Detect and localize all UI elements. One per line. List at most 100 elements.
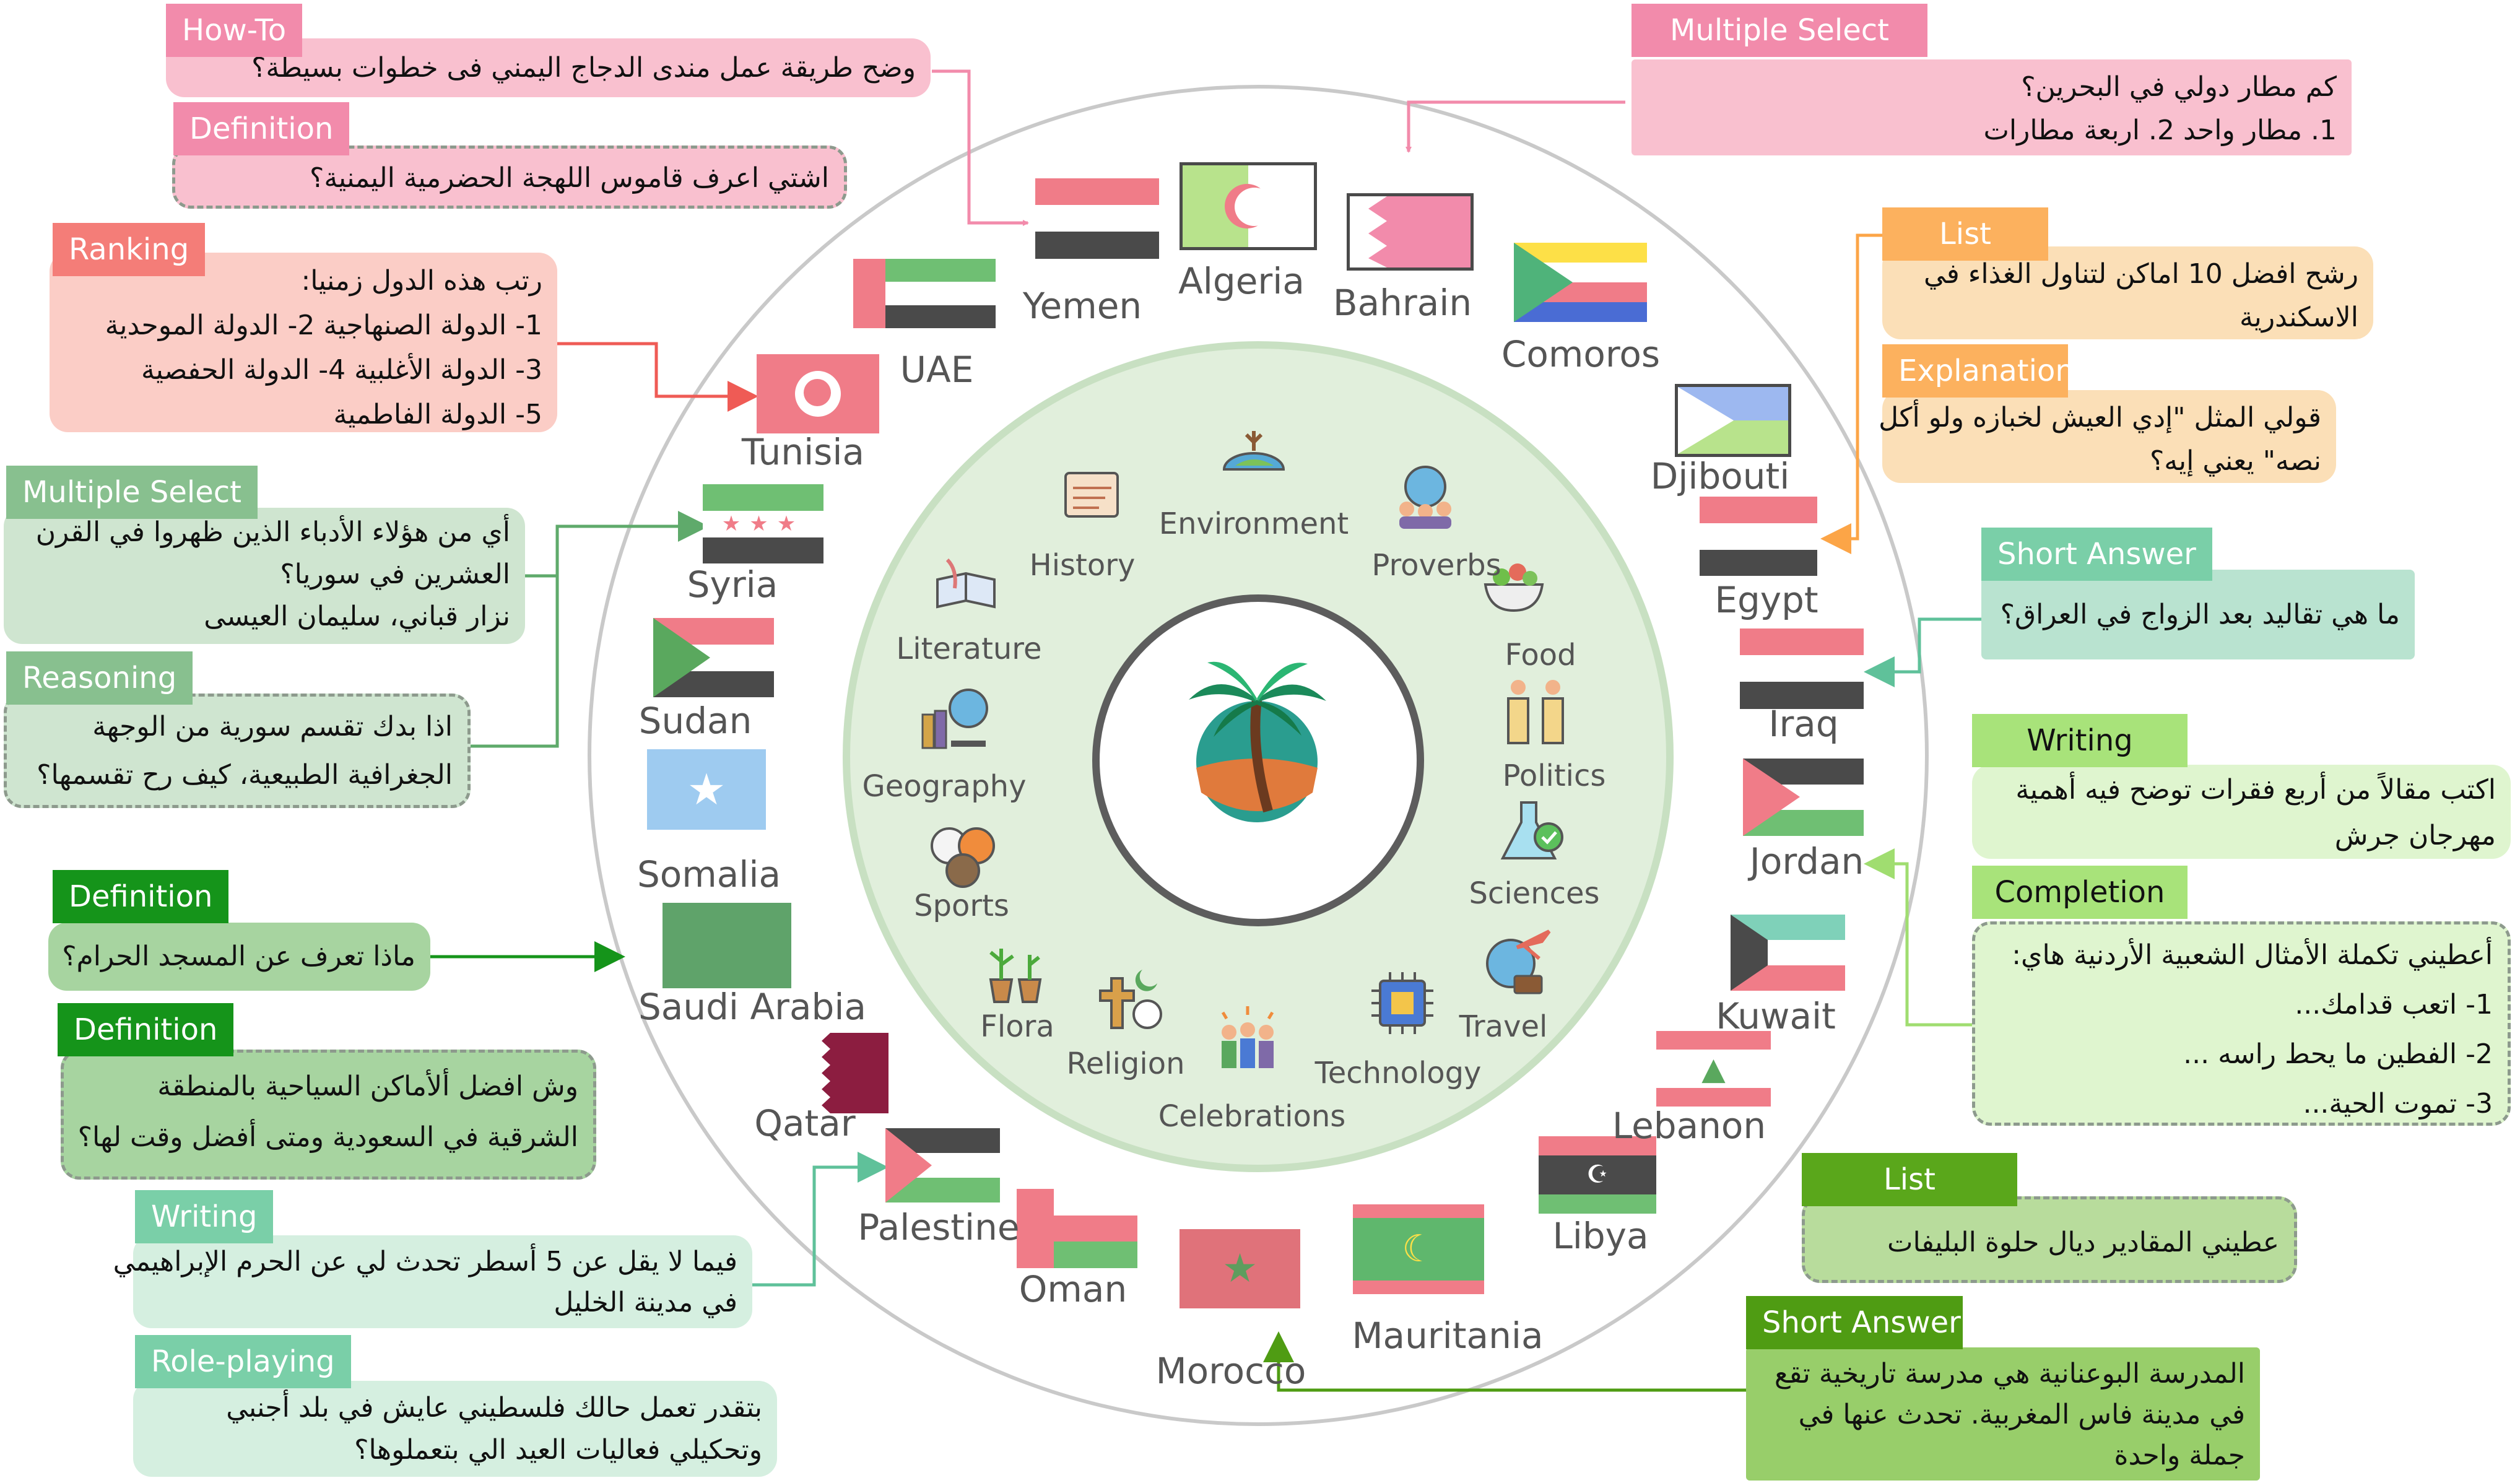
card-text: 3- الدولة الأغلبية 4- الدولة الحفصية [141,354,542,386]
country-morocco: Morocco [1155,1350,1306,1392]
country-algeria: Algeria [1178,260,1305,302]
oman-flag [1017,1189,1137,1268]
country-mauritania: Mauritania [1352,1315,1544,1357]
card-multiselect-bahrain: كم مطار دولي في البحرين؟ 1. مطار واحد 2.… [1631,59,2352,155]
tag-reasoning: Reasoning [6,651,193,705]
topic-environment: Environment [1158,507,1349,541]
country-kuwait: Kuwait [1716,995,1836,1037]
tag-completion: Completion [1972,866,2188,919]
card-text: 3- تموت الحية... [2303,1088,2493,1120]
card-definition-yemen: اشتي اعرف قاموس اللهجة الحضرمية اليمنية؟ [172,146,847,209]
tag-shortanswer-iraq: Short Answer [1981,528,2212,581]
country-bahrain: Bahrain [1332,282,1472,324]
tag-list-alex: List [1882,207,2048,261]
card-text: 1- الدولة الصنهاجية 2- الدولة الموحدية [105,310,542,341]
country-uae: UAE [900,349,974,391]
card-text: وتحكيلي فعاليات العيد الي بتعملوها؟ [354,1434,762,1466]
globe-books-icon [921,689,988,749]
country-iraq: Iraq [1768,703,1839,745]
connector-jordan [1864,848,1978,1027]
connector-fes [1263,1331,1746,1392]
topic-geography: Geography [862,769,1027,804]
egypt-flag [1700,497,1817,576]
card-text: العشرين في سوريا؟ [280,559,510,590]
lebanon-flag: ▲ [1656,1031,1771,1107]
connector-reasoning [471,526,559,748]
topic-food: Food [1505,638,1576,672]
people-globe-icon [1399,466,1451,529]
sudan-flag [653,618,774,697]
connector-ranking [557,342,758,412]
card-text: ماذا تعرف عن المسجد الحرام؟ [62,941,415,972]
topic-flora: Flora [980,1009,1054,1044]
country-yemen: Yemen [1022,285,1142,327]
country-tunisia: Tunisia [741,431,865,473]
connector-howto [932,69,1029,226]
palestine-flag [885,1128,1000,1202]
card-text: الشرقية في السعودية ومتى أفضل وقت لها؟ [77,1121,578,1153]
plant-pots-icon [989,949,1042,1003]
card-list-morocco: عطيني المقادير ديال حلوة البليفات [1802,1196,2297,1283]
topic-sports: Sports [914,889,1009,923]
scroll-icon [1064,472,1119,518]
podium-icon [1507,680,1564,744]
card-text: مهرجان جرش [2334,820,2496,851]
card-definition-saudi: وش افضل ألأماكن السياحية بالمنطقة الشرقي… [61,1050,596,1180]
tag-definition-saudi: Definition [58,1003,234,1056]
tag-list-morocco: List [1802,1153,2017,1206]
tag-ranking: Ranking [53,223,206,276]
card-text: في مدينة فاس المغربية. تحدث عنها في [1798,1399,2245,1430]
tag-howto: How-To [166,4,303,57]
topic-literature: Literature [896,632,1042,666]
country-syria: Syria [687,563,778,606]
card-text: جملة واحدة [2114,1440,2245,1471]
tag-definition-mecca: Definition [53,870,229,923]
chip-icon [1371,972,1433,1034]
palm-tree-logo-icon [1189,661,1326,822]
card-text: أي من هؤلاء الأدباء الذين ظهروا في القرن [35,516,510,548]
country-qatar: Qatar [754,1102,856,1144]
card-text: 2- الفطين ما يحط راسه ... [2183,1038,2493,1070]
card-text: أعطيني تكملة الأمثال الشعبية الأردنية ها… [2012,939,2493,971]
book-quill-icon [936,558,996,609]
card-definition-mecca: ماذا تعرف عن المسجد الحرام؟ [48,923,430,991]
card-writing-hebron: فيما لا يقل عن 5 أسطر تحدث لي عن الحرم ا… [113,1235,752,1328]
card-text: اذا بدك تقسم سورية من الوجهة [92,711,453,742]
mauritania-flag: ☾ [1353,1204,1484,1294]
card-explanation: قولي المثل "إدي العيش لخبازه ولو أكل نصه… [1879,390,2336,483]
tag-roleplay: Role-playing [135,1335,351,1388]
card-text: فيما لا يقل عن 5 أسطر تحدث لي عن الحرم ا… [113,1246,737,1277]
topic-politics: Politics [1502,759,1606,793]
card-writing-jerash: اكتب مقالاً من أربع فقرات توضح فيه أهمية… [1972,765,2511,859]
tag-multiselect-bahrain: Multiple Select [1631,4,1927,57]
card-roleplay: بتقدر تعمل حالك فلسطيني عايش في بلد أجنب… [133,1381,777,1477]
connector-hebron [752,1152,889,1287]
libya-flag: ☪ [1539,1136,1656,1214]
connector-egypt [1820,233,1882,554]
yemen-flag [1035,178,1159,259]
algeria-flag [1180,162,1317,250]
tag-writing-hebron: Writing [135,1190,274,1243]
card-reasoning: اذا بدك تقسم سورية من الوجهة الجغرافية ا… [4,694,471,808]
country-saudi-arabia: Saudi Arabia [638,986,867,1028]
morocco-flag: ★ [1180,1229,1300,1308]
country-oman: Oman [1019,1268,1127,1310]
tag-definition-yemen: Definition [173,102,350,155]
country-palestine: Palestine [858,1206,1020,1248]
card-text: قولي المثل "إدي العيش لخبازه ولو أكل [1879,402,2321,433]
card-text: نصه" يعني إيه؟ [2149,445,2321,477]
cheering-people-icon [1221,1006,1274,1068]
plane-globe-icon [1486,929,1551,994]
country-sudan: Sudan [638,700,752,742]
country-comoros: Comoros [1501,333,1661,375]
tag-multiselect-syria: Multiple Select [6,466,258,519]
syria-flag: ★★★ [703,484,823,563]
topic-religion: Religion [1066,1046,1185,1081]
card-text: 5- الدولة الفاطمية [333,399,542,430]
balls-icon [931,827,995,888]
qatar-flag [808,1033,889,1113]
iraq-flag [1740,628,1864,709]
country-lebanon: Lebanon [1612,1105,1766,1147]
card-text: اكتب مقالاً من أربع فقرات توضح فيه أهمية [2015,774,2496,806]
